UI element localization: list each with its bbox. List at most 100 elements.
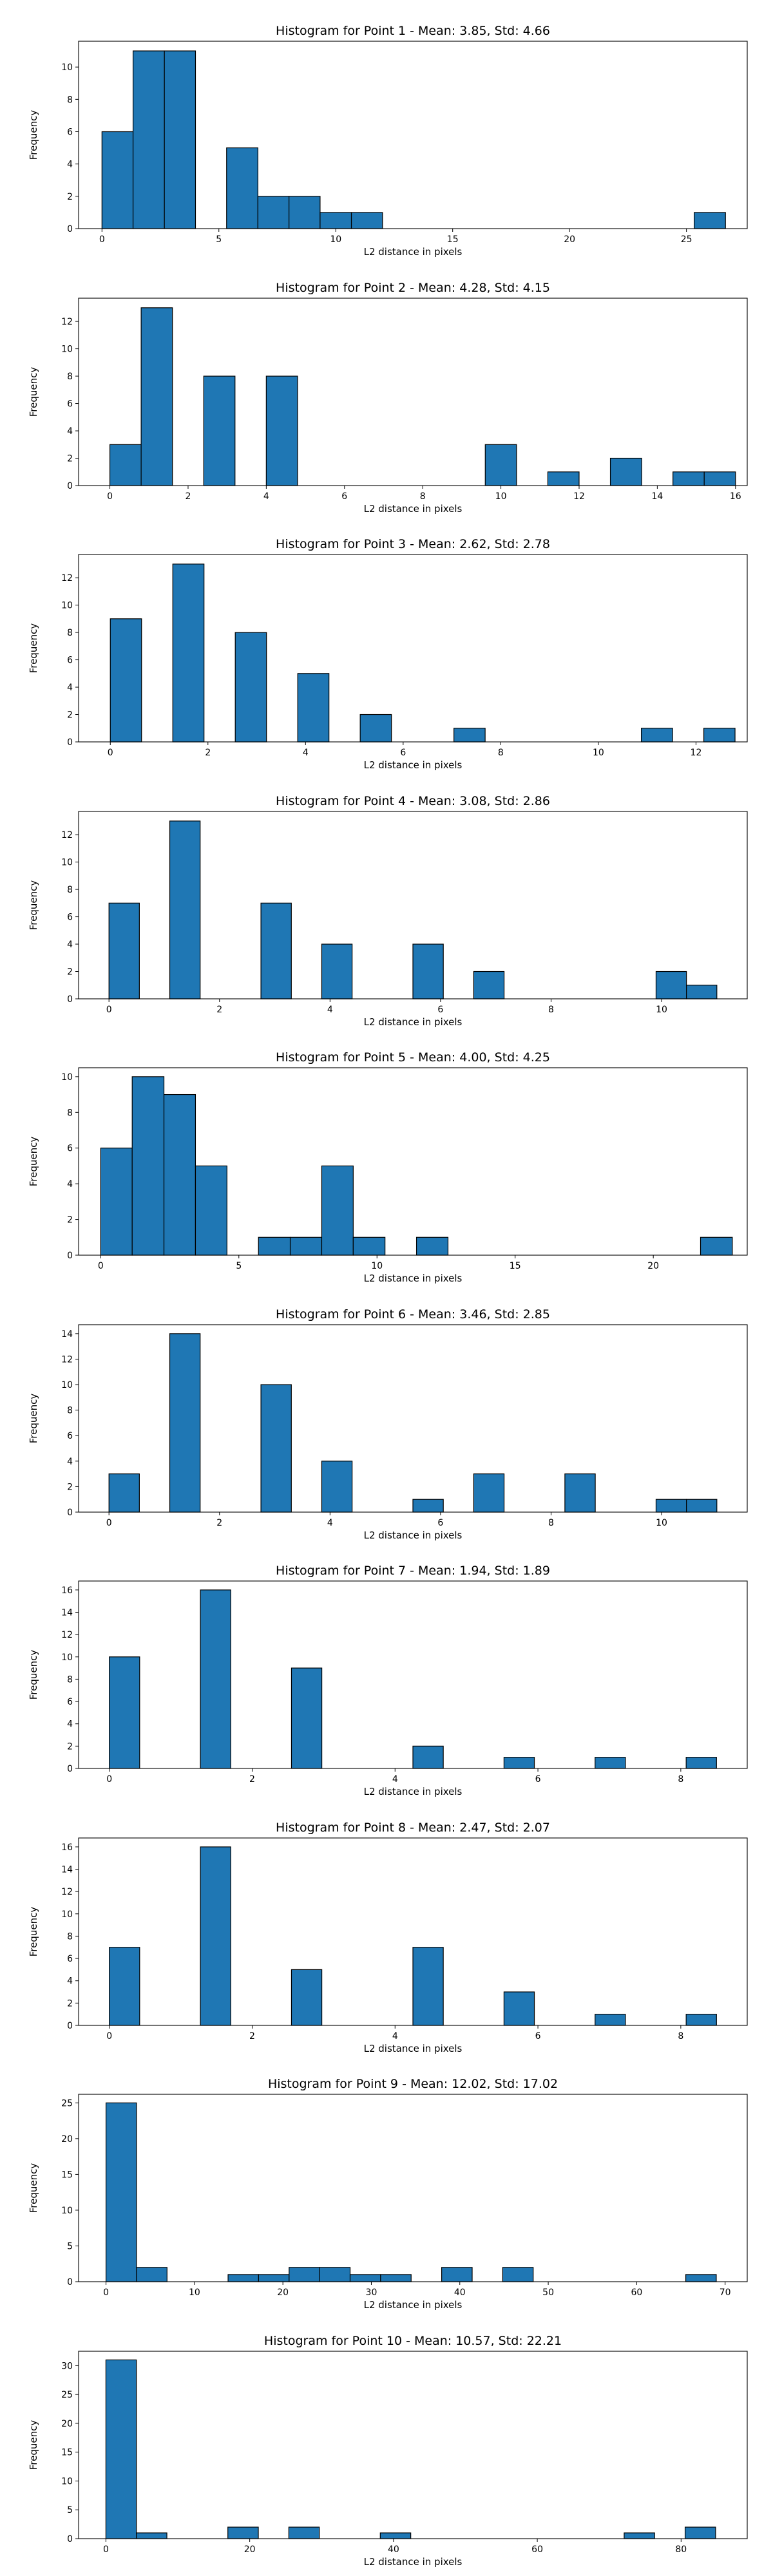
x-tick-label: 0 <box>103 2544 109 2555</box>
histogram-bar <box>673 471 705 486</box>
histogram-bar <box>502 2267 534 2282</box>
y-axis-label: Frequency <box>28 2420 39 2470</box>
y-tick-label: 20 <box>61 2134 73 2145</box>
y-axis-label: Frequency <box>28 110 39 160</box>
histogram-bar <box>379 2532 412 2539</box>
x-tick-label: 4 <box>303 748 309 758</box>
histogram-bar <box>412 1745 444 1769</box>
y-tick-label: 0 <box>67 1764 73 1774</box>
x-axis-label: L2 distance in pixels <box>364 759 463 771</box>
histogram-bar <box>609 457 642 486</box>
bars <box>108 820 718 999</box>
histogram-bar <box>352 1236 386 1256</box>
y-tick-label: 10 <box>61 1909 73 1919</box>
x-axis-label: L2 distance in pixels <box>364 2043 463 2054</box>
y-tick-label: 14 <box>61 1608 73 1618</box>
histogram-bar <box>203 375 236 486</box>
histogram-bar <box>169 820 201 999</box>
histogram-bar <box>105 2359 137 2539</box>
y-axis-label: Frequency <box>28 1393 39 1443</box>
x-tick-label: 20 <box>277 2287 289 2298</box>
x-tick-label: 0 <box>107 491 113 502</box>
y-tick-label: 0 <box>67 2021 73 2031</box>
x-tick-label: 60 <box>531 2544 543 2555</box>
y-tick-label: 0 <box>67 2277 73 2287</box>
histogram-bar <box>297 673 330 743</box>
chart-title: Histogram for Point 2 - Mean: 4.28, Std:… <box>276 281 550 295</box>
x-tick-label: 6 <box>341 491 347 502</box>
y-tick-label: 10 <box>61 1072 73 1083</box>
histogram-bar <box>291 1667 323 1769</box>
x-tick-label: 0 <box>98 1261 104 1271</box>
histogram-bar <box>227 2274 260 2282</box>
x-tick-label: 2 <box>216 1518 222 1528</box>
x-tick-label: 10 <box>330 234 341 245</box>
histogram-panel-4: Histogram for Point 4 - Mean: 3.08, Std:… <box>28 794 748 1028</box>
histogram-bar <box>640 728 673 743</box>
histogram-bar <box>685 2274 717 2282</box>
histogram-bar <box>473 1473 505 1513</box>
y-tick-label: 4 <box>67 1179 73 1189</box>
histogram-bar <box>257 196 290 229</box>
histogram-bar <box>684 2526 716 2539</box>
y-tick-label: 2 <box>67 710 73 721</box>
histogram-bar <box>163 1094 196 1256</box>
axes-frame <box>78 2094 748 2282</box>
histogram-bar <box>359 714 392 743</box>
y-tick-label: 16 <box>61 1842 73 1852</box>
histogram-bar <box>564 1473 596 1513</box>
y-tick-label: 20 <box>61 2418 73 2429</box>
y-tick-label: 4 <box>67 683 73 693</box>
histogram-bar <box>655 971 687 999</box>
chart-title: Histogram for Point 3 - Mean: 2.62, Std:… <box>276 537 550 551</box>
histogram-bar <box>258 2274 290 2282</box>
histogram-bar <box>595 2013 626 2026</box>
histogram-bar <box>200 1846 231 2026</box>
x-tick-label: 2 <box>249 2031 255 2041</box>
bars <box>109 1589 717 1769</box>
chart-title: Histogram for Point 4 - Mean: 3.08, Std:… <box>276 794 550 808</box>
x-tick-label: 40 <box>388 2544 399 2555</box>
y-tick-label: 8 <box>67 372 73 382</box>
x-tick-label: 12 <box>691 748 702 758</box>
y-axis-label: Frequency <box>28 366 39 417</box>
y-tick-label: 6 <box>67 912 73 922</box>
x-tick-label: 4 <box>263 491 269 502</box>
histogram-panel-2: Histogram for Point 2 - Mean: 4.28, Std:… <box>28 281 748 515</box>
y-tick-label: 10 <box>61 857 73 867</box>
histogram-panel-10: Histogram for Point 10 - Mean: 10.57, St… <box>28 2334 748 2568</box>
histogram-bar <box>453 728 486 743</box>
x-tick-label: 20 <box>647 1261 659 1271</box>
y-tick-label: 2 <box>67 453 73 464</box>
x-tick-label: 15 <box>510 1261 521 1271</box>
x-tick-label: 80 <box>675 2544 687 2555</box>
y-tick-label: 12 <box>61 573 73 583</box>
y-tick-label: 12 <box>61 317 73 327</box>
histogram-bar <box>547 471 580 486</box>
y-tick-label: 16 <box>61 1586 73 1596</box>
histogram-bar <box>289 196 321 229</box>
histogram-panel-5: Histogram for Point 5 - Mean: 4.00, Std:… <box>28 1050 748 1284</box>
x-tick-label: 0 <box>99 234 105 245</box>
histogram-bar <box>321 1165 354 1256</box>
y-axis-label: Frequency <box>28 623 39 674</box>
y-tick-label: 6 <box>67 656 73 666</box>
x-tick-label: 6 <box>437 1518 443 1528</box>
axes-frame <box>78 1067 748 1256</box>
y-tick-label: 8 <box>67 1674 73 1685</box>
histogram-bar <box>694 212 726 229</box>
y-tick-label: 8 <box>67 95 73 105</box>
y-tick-label: 4 <box>67 1976 73 1986</box>
x-tick-label: 4 <box>392 1774 398 1785</box>
x-tick-label: 20 <box>244 2544 256 2555</box>
chart-title: Histogram for Point 5 - Mean: 4.00, Std:… <box>276 1050 550 1065</box>
y-tick-label: 25 <box>61 2390 73 2400</box>
histogram-bar <box>234 632 267 743</box>
y-tick-label: 10 <box>61 601 73 611</box>
x-tick-label: 8 <box>678 2031 683 2041</box>
y-tick-label: 12 <box>61 1887 73 1897</box>
y-tick-label: 2 <box>67 1215 73 1226</box>
y-tick-label: 6 <box>67 399 73 409</box>
y-tick-label: 6 <box>67 1144 73 1154</box>
y-tick-label: 2 <box>67 1741 73 1752</box>
